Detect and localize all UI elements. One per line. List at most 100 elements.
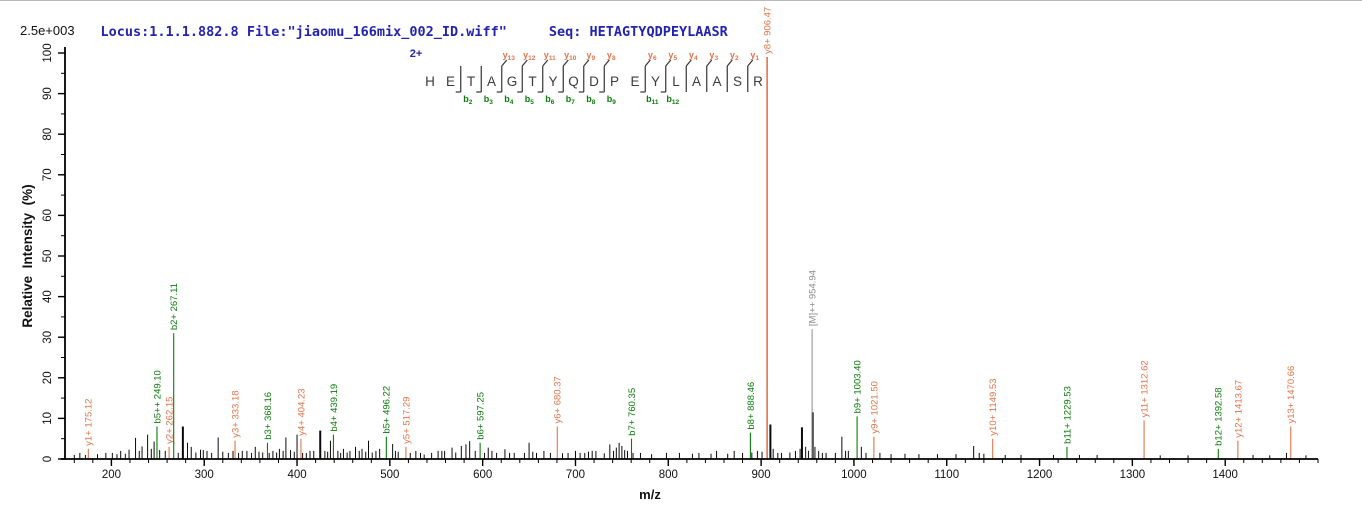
ladder-y8-label: y8 (607, 50, 616, 62)
ladder-y10-label: y10 (564, 50, 577, 62)
peak-y12: y12+ 1413.67 (1233, 380, 1244, 459)
annotated-peaks: y1+ 175.12 b5++ 249.10 y2+ 262.15 b2+ 267.1… (84, 7, 1297, 459)
y-tick-80: 80 (42, 128, 54, 141)
x-tick-1300: 1300 (1120, 469, 1146, 481)
ladder-y1-label: y1 (750, 50, 759, 62)
precursor-charge-label: 2+ (410, 48, 423, 60)
peak-y10: y10+ 1149.53 (988, 379, 999, 459)
y-axis-title: Relative Intensity (%) (20, 184, 35, 327)
residue-1: H (425, 74, 435, 89)
x-tick-1200: 1200 (1027, 469, 1053, 481)
peak-b5: b5+ 496.22 (382, 386, 393, 459)
x-tick-400: 400 (287, 469, 306, 481)
peak-y1-label: y1+ 175.12 (84, 399, 95, 446)
residue-6: T (528, 74, 536, 89)
peak-b2: b2+ 267.11 (169, 283, 180, 459)
y-tick-0: 0 (42, 456, 54, 462)
x-tick-1100: 1100 (934, 469, 959, 481)
ladder-b2-label: b2 (463, 94, 473, 106)
peak-y2-label: y2+ 262.15 (164, 397, 175, 444)
residue-13: L (672, 74, 680, 89)
residue-7: Y (548, 74, 557, 89)
peak-y3: y3+ 333.18 (230, 390, 241, 459)
ladder-b8-label: b8 (586, 94, 596, 106)
sequence-text: Seq: HETAGTYQDPEYLAASR (548, 24, 728, 40)
header-bar: Locus:1.1.1.882.8 File:"jiaomu_166mix_00… (68, 8, 728, 56)
residue-12: Y (651, 74, 660, 89)
peak-b3-label: b3+ 368.16 (263, 392, 274, 440)
ladder-b4-label: b4 (504, 94, 514, 106)
peak-y13-label: y13+ 1470.66 (1286, 366, 1297, 424)
ladder-y12-label: y12 (523, 50, 536, 62)
intensity-scale-label: 2.5e+003 (20, 23, 75, 38)
x-axis-title: m/z (639, 487, 661, 502)
peak-y3-label: y3+ 333.18 (230, 390, 241, 437)
y-tick-30: 30 (42, 331, 54, 344)
residue-10: P (610, 74, 619, 89)
peak-y12-label: y12+ 1413.67 (1233, 380, 1244, 438)
ladder-b7-label: b7 (566, 94, 576, 106)
y-tick-60: 60 (42, 209, 54, 222)
ladder-b5-label: b5 (525, 94, 535, 106)
peak-b5: b5++ 249.10 (152, 370, 163, 459)
x-tick-600: 600 (473, 469, 492, 481)
peak-y1: y1+ 175.12 (84, 399, 95, 459)
peak-b9-label: b9+ 1003.40 (852, 360, 863, 413)
ladder-b6-label: b6 (545, 94, 555, 106)
x-tick-800: 800 (659, 469, 678, 481)
peak-b11-label: b11+ 1229.53 (1062, 386, 1073, 444)
peak-b3: b3+ 368.16 (263, 392, 274, 459)
peak-b7-label: b7+ 760.35 (627, 388, 638, 436)
ladder-b9-label: b9 (607, 94, 617, 106)
residue-9: D (589, 74, 599, 89)
y-tick-10: 10 (42, 412, 54, 425)
residue-2: E (446, 74, 455, 89)
y-tick-50: 50 (42, 250, 54, 263)
peak-y2: y2+ 262.15 (164, 397, 175, 459)
residue-5: G (507, 74, 518, 89)
residue-4: A (487, 74, 496, 89)
peak-b6: b6+ 597.25 (476, 392, 487, 459)
peak-b4-label: b4+ 439.19 (329, 384, 340, 432)
peak-M: [M]++ 954.94 (808, 270, 819, 459)
peak-b4: b4+ 439.19 (329, 384, 340, 459)
peak-b12-label: b12+ 1392.58 (1214, 387, 1225, 445)
ladder-b12-label: b12 (666, 94, 679, 106)
peak-y10-label: y10+ 1149.53 (988, 379, 999, 436)
noise-peaks (73, 412, 1307, 459)
ladder-y9-label: y9 (586, 50, 595, 62)
x-tick-500: 500 (380, 469, 399, 481)
x-tick-900: 900 (752, 469, 771, 481)
y-tick-20: 20 (42, 371, 54, 384)
peak-b5-label: b5+ 496.22 (382, 386, 393, 434)
peak-y11: y11+ 1312.62 (1139, 360, 1150, 459)
y-tick-70: 70 (42, 168, 54, 181)
ladder-y3-label: y3 (709, 50, 718, 62)
residue-11: E (630, 74, 639, 89)
peak-b8-label: b8+ 888.46 (746, 382, 757, 430)
peak-y4: y4+ 404.23 (296, 388, 307, 459)
peak-b11: b11+ 1229.53 (1062, 386, 1073, 459)
peak-b9: b9+ 1003.40 (852, 360, 863, 459)
peptide-ladder: 2+H E T A G T Y Q D P E Y L A A S Rb2 b3y13b4y12b5y11b6y1… (410, 48, 763, 106)
residue-15: A (712, 74, 721, 89)
ladder-y13-label: y13 (503, 50, 516, 62)
ladder-y11-label: y11 (544, 50, 556, 62)
ladder-b3-label: b3 (484, 94, 494, 106)
ladder-b11-label: b11 (646, 94, 659, 106)
residue-3: T (467, 74, 475, 89)
x-tick-1000: 1000 (841, 469, 867, 481)
peak-b7: b7+ 760.35 (627, 388, 638, 459)
peak-y6: y6+ 680.37 (553, 376, 564, 459)
x-tick-200: 200 (102, 469, 121, 481)
peak-y9: y9+ 1021.50 (869, 381, 880, 459)
peak-b8: b8+ 888.46 (746, 382, 757, 459)
x-tick-300: 300 (195, 469, 214, 481)
peak-b5-label: b5++ 249.10 (152, 370, 163, 423)
residue-17: R (753, 74, 763, 89)
peak-y13: y13+ 1470.66 (1286, 366, 1297, 459)
peak-y5: y5+ 517.29 (401, 397, 412, 459)
peak-y11-label: y11+ 1312.62 (1139, 360, 1150, 417)
